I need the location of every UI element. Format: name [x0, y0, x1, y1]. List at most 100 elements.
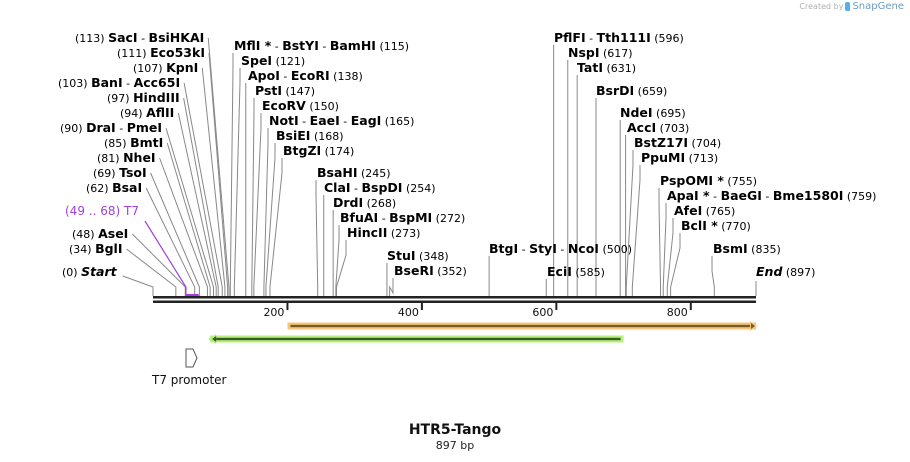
dna-backbone[interactable]	[153, 296, 756, 303]
enzyme-name[interactable]: BtgZI	[283, 143, 321, 158]
enzyme-name[interactable]: BsaI	[112, 180, 142, 195]
enzyme-name[interactable]: NotI	[269, 113, 299, 128]
enzyme-name[interactable]: BclI *	[681, 218, 718, 233]
bottom-strand[interactable]	[153, 300, 756, 304]
enzyme-name[interactable]: PmeI	[127, 120, 162, 135]
site-labels: (113) SacI - BsiHKAI(111) Eco53kI(107) K…	[58, 30, 876, 279]
enzyme-name[interactable]: BstZ17I	[634, 135, 688, 150]
site-position: (596)	[651, 32, 684, 45]
leader-line	[122, 275, 154, 296]
enzyme-name[interactable]: AseI	[98, 226, 128, 241]
enzyme-name[interactable]: ClaI	[324, 180, 351, 195]
enzyme-name[interactable]: BspMI	[389, 210, 432, 225]
enzyme-name[interactable]: HindIII	[133, 90, 180, 105]
site-position: (94)	[120, 107, 146, 120]
enzyme-name[interactable]: PflFI	[554, 30, 586, 45]
enzyme-name[interactable]: BfuAI	[340, 210, 378, 225]
promoter-arrow-icon[interactable]	[185, 348, 198, 368]
enzyme-name[interactable]: BaeGI	[721, 188, 762, 203]
enzyme-name[interactable]: BspDI	[362, 180, 403, 195]
site-position: (755)	[724, 175, 757, 188]
separator: -	[340, 115, 351, 128]
enzyme-name[interactable]: EciI	[547, 264, 572, 279]
site-label: (49 .. 68) T7	[65, 204, 139, 218]
site-position: (765)	[702, 205, 735, 218]
site-label: (94) AflII	[120, 105, 174, 120]
enzyme-name[interactable]: SpeI	[241, 53, 272, 68]
site-label: TatI (631)	[577, 60, 636, 75]
enzyme-name[interactable]: EagI	[351, 113, 382, 128]
enzyme-name[interactable]: BmtI	[130, 135, 163, 150]
enzyme-name[interactable]: BglI	[95, 241, 122, 256]
end-position: (897)	[782, 266, 815, 279]
enzyme-name[interactable]: DraI	[86, 120, 116, 135]
feature-core[interactable]	[290, 324, 753, 328]
enzyme-name[interactable]: NspI	[568, 45, 600, 60]
site-position: (703)	[656, 122, 689, 135]
enzyme-name[interactable]: EcoRI	[291, 68, 330, 83]
tick-label: 800	[667, 306, 688, 319]
credit-brand: SnapGene	[852, 1, 904, 12]
site-label: BseRI (352)	[394, 263, 467, 278]
enzyme-name[interactable]: TsoI	[119, 165, 147, 180]
enzyme-name[interactable]: Acc65I	[134, 75, 181, 90]
enzyme-name[interactable]: Bme1580I	[773, 188, 843, 203]
enzyme-name[interactable]: ApaI *	[667, 188, 710, 203]
site-position: (631)	[603, 62, 636, 75]
enzyme-name[interactable]: ApoI	[248, 68, 280, 83]
leader-line	[165, 127, 215, 296]
feature-arrows[interactable]: T7 promoter	[151, 321, 757, 387]
top-strand[interactable]	[153, 296, 756, 299]
site-position: (500)	[599, 243, 632, 256]
enzyme-name[interactable]: SacI	[108, 30, 138, 45]
t7-name[interactable]: T7	[123, 204, 139, 218]
snapgene-credit: Created by SnapGene	[799, 1, 904, 12]
enzyme-name[interactable]: Eco53kI	[150, 45, 205, 60]
enzyme-name[interactable]: DrdI	[333, 195, 363, 210]
ruler-ticks: 200 400 600 800	[263, 303, 692, 319]
enzyme-name[interactable]: BsmI	[713, 241, 748, 256]
site-position: (585)	[572, 266, 605, 279]
enzyme-name[interactable]: StuI	[387, 248, 416, 263]
enzyme-name[interactable]: BsaHI	[317, 165, 358, 180]
site-label: NotI - EaeI - EagI (165)	[269, 113, 414, 128]
enzyme-name[interactable]: MflI *	[234, 38, 272, 53]
enzyme-name[interactable]: AflII	[146, 105, 174, 120]
enzyme-name[interactable]: NcoI	[568, 241, 599, 256]
enzyme-name[interactable]: BstYI	[282, 38, 319, 53]
enzyme-name[interactable]: BseRI	[394, 263, 434, 278]
tick-label: 400	[398, 306, 419, 319]
enzyme-name[interactable]: NdeI	[620, 105, 653, 120]
enzyme-name[interactable]: StyI	[529, 241, 557, 256]
site-label: ApoI - EcoRI (138)	[248, 68, 363, 83]
enzyme-name[interactable]: KpnI	[166, 60, 198, 75]
enzyme-name[interactable]: EcoRV	[262, 98, 306, 113]
enzyme-name[interactable]: PspOMI *	[660, 173, 724, 188]
feature-core[interactable]	[213, 337, 621, 341]
enzyme-name[interactable]: BsiHKAI	[149, 30, 205, 45]
enzyme-name[interactable]: BamHI	[330, 38, 376, 53]
enzyme-name[interactable]: BsiEI	[276, 128, 310, 143]
enzyme-name[interactable]: AfeI	[674, 203, 702, 218]
enzyme-name[interactable]: Tth111I	[597, 30, 651, 45]
enzyme-name[interactable]: BsrDI	[596, 83, 634, 98]
enzyme-name[interactable]: PstI	[255, 83, 282, 98]
enzyme-name[interactable]: HincII	[347, 225, 387, 240]
enzyme-name[interactable]: NheI	[123, 150, 156, 165]
enzyme-name[interactable]: AccI	[627, 120, 656, 135]
site-label: (0) Start	[62, 264, 118, 279]
green-feature[interactable]	[208, 334, 624, 344]
orange-feature[interactable]	[287, 321, 757, 331]
enzyme-name[interactable]: BtgI	[489, 241, 518, 256]
enzyme-name[interactable]: BanI	[91, 75, 123, 90]
site-position: (272)	[432, 212, 465, 225]
site-position: (713)	[685, 152, 718, 165]
leader-line	[269, 158, 283, 296]
separator: -	[138, 32, 149, 45]
enzyme-name[interactable]: TatI	[577, 60, 603, 75]
enzyme-name[interactable]: PpuMI	[641, 150, 685, 165]
t7-span-bar[interactable]	[185, 294, 199, 296]
enzyme-name[interactable]: EaeI	[310, 113, 340, 128]
credit-prefix: Created by	[799, 2, 844, 11]
site-label: StuI (348)	[387, 248, 449, 263]
